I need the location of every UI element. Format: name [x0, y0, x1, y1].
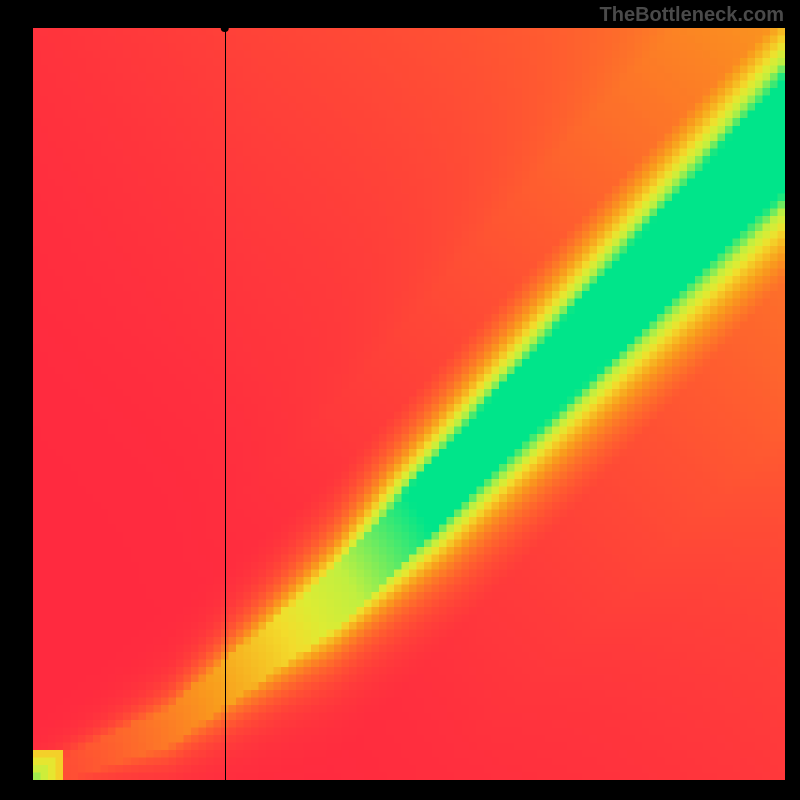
- watermark-text: TheBottleneck.com: [600, 4, 784, 27]
- chart-container: TheBottleneck.com: [0, 0, 800, 800]
- marker-overlay: [33, 28, 785, 780]
